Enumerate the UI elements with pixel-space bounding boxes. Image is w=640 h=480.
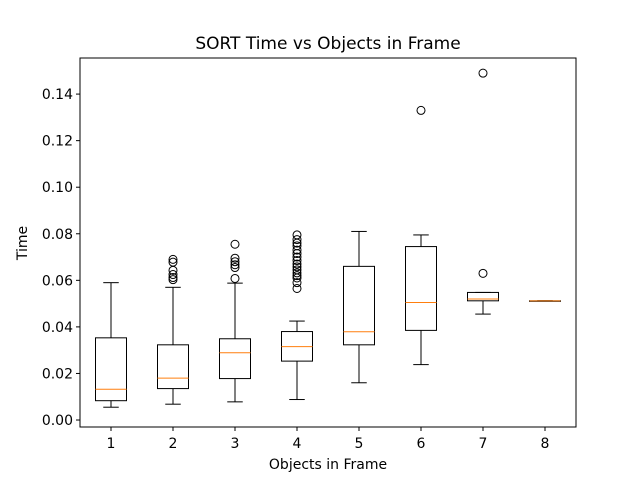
flier-point — [292, 245, 302, 255]
y-axis-title: Time — [15, 226, 31, 261]
flier-point — [168, 273, 178, 283]
flier-point — [292, 271, 302, 281]
x-axis: 1 2 3 4 5 6 7 8 — [107, 427, 550, 452]
x-tick-label: 6 — [417, 436, 426, 452]
flier-point — [292, 259, 302, 269]
box-group-2 — [157, 254, 189, 405]
x-tick-label: 4 — [293, 436, 302, 452]
flier-point — [230, 253, 240, 263]
box-iqr — [157, 344, 189, 390]
box-iqr — [467, 291, 499, 302]
y-tick-label: 0.06 — [42, 273, 73, 289]
flier-point — [230, 260, 240, 270]
flier-point — [478, 268, 488, 278]
x-tick-label: 8 — [541, 436, 550, 452]
box-group-8 — [529, 300, 561, 302]
flier-point — [168, 270, 178, 280]
y-tick-label: 0.12 — [42, 134, 73, 150]
box-group-7 — [467, 68, 499, 315]
x-tick-label: 7 — [479, 436, 488, 452]
flier-point — [292, 278, 302, 288]
flier-point — [292, 265, 302, 275]
flier-point — [230, 273, 240, 283]
box-iqr — [405, 246, 437, 331]
y-tick-label: 0.14 — [42, 87, 73, 103]
x-tick-label: 1 — [107, 436, 116, 452]
flier-point — [292, 262, 302, 272]
box-group-4 — [281, 230, 313, 401]
x-tick-label: 2 — [169, 436, 178, 452]
boxes-layer — [95, 68, 561, 408]
plot-area-frame — [79, 57, 577, 428]
box-group-5 — [343, 230, 375, 384]
y-tick-label: 0.00 — [42, 413, 73, 429]
flier-point — [168, 275, 178, 285]
flier-point — [292, 283, 302, 293]
flier-point — [168, 257, 178, 267]
box-group-1 — [95, 282, 127, 408]
y-tick-label: 0.04 — [42, 320, 73, 336]
flier-point — [292, 252, 302, 262]
box-iqr — [343, 265, 375, 346]
flier-point — [168, 254, 178, 264]
x-tick-label: 5 — [355, 436, 364, 452]
chart-title: SORT Time vs Objects in Frame — [195, 34, 460, 54]
flier-point — [230, 263, 240, 273]
flier-point — [230, 257, 240, 267]
flier-point — [230, 239, 240, 249]
box-iqr — [95, 337, 127, 402]
flier-point — [292, 268, 302, 278]
x-tick-label: 3 — [231, 436, 240, 452]
flier-point — [292, 241, 302, 251]
flier-point — [416, 105, 426, 115]
y-axis: 0.00 0.02 0.04 0.06 0.08 0.10 0.12 0.14 — [42, 87, 80, 429]
box-iqr — [219, 338, 251, 380]
flier-point — [292, 230, 302, 240]
box-group-3 — [219, 239, 251, 403]
box-group-6 — [405, 105, 437, 366]
flier-point — [478, 68, 488, 78]
y-tick-label: 0.02 — [42, 366, 73, 382]
flier-point — [292, 235, 302, 245]
y-tick-label: 0.10 — [42, 180, 73, 196]
x-axis-title: Objects in Frame — [269, 457, 387, 473]
y-tick-label: 0.08 — [42, 227, 73, 243]
flier-point — [292, 256, 302, 266]
